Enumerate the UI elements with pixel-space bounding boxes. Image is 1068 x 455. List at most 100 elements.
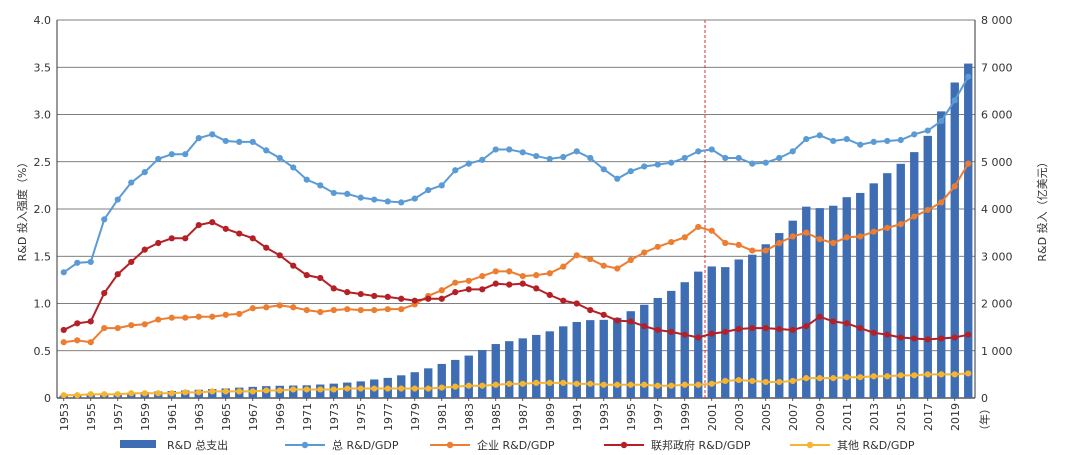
x-tick-label: 1979 [409, 403, 422, 431]
data-point [965, 160, 972, 167]
data-point [479, 382, 486, 389]
x-tick-label: 1993 [598, 403, 611, 431]
data-point [276, 387, 283, 394]
axis-layer: 0 0 0.5 1 000 1.0 2 000 1.5 3 000 2.0 4 000 2.5 5 0… [15, 14, 1049, 436]
data-point [722, 239, 729, 247]
data-point [506, 268, 513, 275]
data-point [560, 263, 567, 270]
x-tick-label: 1955 [85, 403, 98, 431]
y-left-tick-label: 3.0 [34, 109, 52, 122]
y-left-tick-label: 0 [44, 392, 51, 405]
data-point [209, 388, 216, 395]
data-point [803, 229, 810, 236]
data-point [897, 334, 904, 341]
data-point [884, 224, 891, 231]
data-point [654, 243, 661, 250]
data-point [398, 199, 405, 206]
data-point [371, 196, 378, 203]
data-point [600, 166, 607, 173]
data-point [695, 334, 702, 341]
data-point [627, 256, 634, 264]
bar [802, 206, 811, 398]
data-point [141, 246, 148, 253]
data-point [951, 97, 958, 104]
data-point [668, 238, 675, 246]
data-point [816, 375, 823, 382]
bar [653, 297, 662, 398]
y-left-tick-label: 1.5 [34, 250, 52, 263]
data-point [668, 328, 675, 335]
data-point [722, 377, 729, 385]
data-point [236, 310, 243, 317]
bar [424, 368, 433, 398]
bar [545, 331, 554, 398]
data-point [371, 292, 378, 300]
bar [964, 63, 973, 398]
data-point [587, 380, 594, 387]
data-point [101, 216, 108, 223]
data-point [87, 318, 94, 325]
x-tick-label: 1999 [679, 403, 692, 431]
data-point [303, 176, 310, 183]
data-point [573, 148, 580, 155]
data-point [411, 195, 418, 202]
data-point [114, 324, 121, 332]
data-point [627, 318, 634, 325]
data-point [965, 331, 972, 338]
data-point [209, 219, 216, 226]
data-point [276, 154, 283, 162]
data-point [128, 390, 135, 397]
data-point [330, 386, 337, 393]
data-point [87, 391, 94, 398]
x-tick-label: 2015 [895, 403, 908, 431]
y-right-tick-label: 4 000 [981, 203, 1013, 216]
data-point [438, 287, 445, 294]
data-point [168, 151, 175, 158]
data-point [533, 285, 540, 292]
data-point [168, 235, 175, 242]
data-point [857, 141, 864, 148]
data-point [209, 313, 216, 320]
data-point [465, 277, 472, 284]
data-point [681, 331, 688, 338]
y-left-tick-label: 3.5 [34, 61, 52, 74]
data-point [249, 138, 256, 146]
legend-layer: R&D 总支出 总 R&D/GDP 企业 R&D/GDP 联邦政府 R&D/GDP 其他… [120, 438, 915, 452]
data-point [195, 389, 202, 396]
x-tick-label: 1975 [355, 403, 368, 431]
data-point [128, 258, 135, 266]
data-point [317, 182, 324, 189]
bar [761, 244, 770, 398]
bar [937, 111, 946, 398]
data-point [641, 249, 648, 256]
y-left-tick-label: 2.5 [34, 156, 52, 169]
data-point [236, 138, 243, 146]
data-point [735, 241, 742, 249]
data-point [438, 295, 445, 302]
data-point [519, 380, 526, 387]
data-point [101, 290, 108, 297]
legend-label: 联邦政府 R&D/GDP [651, 438, 751, 452]
data-point [74, 392, 81, 399]
data-point [870, 329, 877, 336]
data-point [749, 247, 756, 254]
data-point [344, 289, 351, 296]
bar [491, 344, 500, 398]
data-point [425, 187, 432, 194]
data-point [857, 233, 864, 240]
data-point [560, 297, 567, 304]
data-point [438, 384, 445, 391]
data-point [452, 383, 459, 390]
data-point [627, 168, 634, 175]
data-point [222, 137, 229, 145]
data-point [762, 247, 769, 254]
data-point [830, 375, 837, 382]
data-point [344, 306, 351, 313]
x-tick-label: 1997 [652, 403, 665, 431]
data-point [465, 160, 472, 167]
data-point [965, 73, 972, 80]
bar [680, 282, 689, 398]
data-point [168, 314, 175, 321]
data-point [587, 307, 594, 314]
data-point [911, 213, 918, 220]
